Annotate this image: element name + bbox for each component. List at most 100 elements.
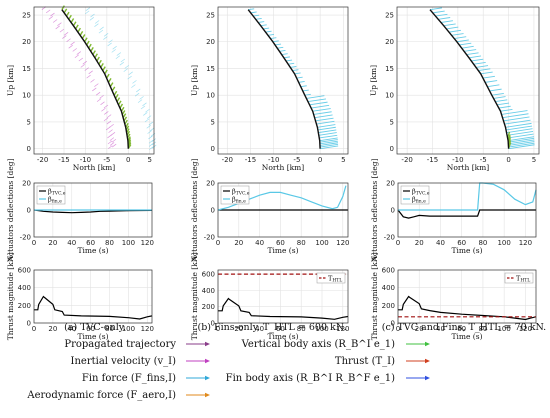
fin-force-vector [45,9,51,14]
fin-force-vector [108,129,113,133]
aero-force-vector [495,99,508,103]
aero-force-vector [285,59,293,62]
x-tick-label: 0 [32,325,36,333]
x-tick-label: 60 [276,239,285,247]
y-tick-label: 400 [202,287,215,295]
x-tick-label: 0 [506,156,510,164]
aero-force-vector [443,23,456,27]
aero-force-vector [137,99,143,103]
fin-force-vector [106,120,112,125]
aero-force-vector [508,141,535,146]
fin-force-vector [66,38,71,43]
x-tick-label: 80 [297,325,306,333]
x-tick-label: 40 [436,239,445,247]
aero-force-vector [446,26,459,30]
aero-force-vector [500,108,513,112]
aero-force-vector [489,88,502,92]
aero-force-vector [107,42,112,47]
aero-force-vector [142,102,147,107]
aero-force-vector [148,143,154,147]
x-tick-label: 40 [255,239,264,247]
aero-force-vector [147,130,152,134]
aero-force-vector [485,80,498,83]
aero-force-vector [148,121,154,126]
aero-force-vector [309,101,328,106]
legend-label-vertical-axis: Vertical body axis (R_B^I e_1) [241,339,395,350]
aero-force-vector [84,10,90,15]
vertical-axis-vector [77,27,81,33]
fin-force-vector [68,44,73,49]
legend-label: THTL [328,274,342,283]
y-tick-label: 15 [206,65,215,73]
aero-force-vector [263,27,270,30]
x-tick-label: 0 [216,325,220,333]
aero-force-vector [146,115,152,119]
bottom-legend: Propagated trajectory Inertial velocity … [26,339,395,401]
y-tick-label: -20 [204,234,215,242]
y-axis-label: Thrust magnitude [kN] [6,253,15,341]
aero-force-vector [124,65,129,69]
aero-force-vector [146,124,151,129]
y-tick-label: -20 [20,234,31,242]
x-axis-label: North [km] [447,163,489,172]
legend-label: βfin,e [48,195,62,204]
series--tvc-e [33,209,153,214]
x-tick-label: 5 [341,156,345,164]
y-tick-label: 5 [390,118,394,126]
x-tick-label: 120 [336,239,349,247]
chart-c-thrust: 0 20 40 60 80 100 120 0 200 400 600 Time (s) Thrust … [370,253,537,341]
x-tick-label: 40 [67,239,76,247]
y-tick-label: 20 [206,38,215,46]
aero-force-vector [85,7,91,11]
x-tick-label: 60 [86,325,95,333]
y-tick-label: 20 [206,180,215,188]
aero-force-vector [140,105,146,110]
aero-force-vector [496,102,510,106]
aero-force-vector [139,96,144,100]
x-tick-label: 100 [497,239,510,247]
vertical-axis-vector [61,5,65,11]
x-axis-label: Time (s) [267,246,298,255]
aero-force-vector [116,52,122,56]
y-axis-label: Actuators deflections [deg] [190,158,199,262]
aero-force-vector [475,65,489,68]
legend-label-fin-force: Fin force (F_fins,I) [82,373,176,384]
fin-force-vector [59,28,65,33]
x-tick-label: -5 [103,156,110,164]
aero-force-vector [464,49,477,52]
aero-force-vector [108,39,113,44]
aero-force-vector [507,136,535,142]
legend-label: βTVC,e [48,187,66,196]
aero-force-vector [90,13,95,18]
aero-force-vector [473,61,486,65]
y-tick-label: 0 [27,207,31,215]
x-tick-label: 100 [315,239,328,247]
aero-force-vector [317,126,336,131]
x-tick-label: 80 [478,239,487,247]
y-axis-label: Up [km] [190,65,199,96]
aero-force-vector [277,46,284,49]
fin-force-vector [63,32,69,36]
aero-force-vector [502,113,529,119]
fin-force-vector [111,143,117,148]
x-tick-label: 60 [276,325,285,333]
x-tick-label: 0 [216,239,220,247]
series-propagated-trajectory [247,9,321,149]
plot-frame [396,6,540,155]
aero-force-vector [260,24,267,27]
legend-box [504,272,534,284]
chart-b-traj: -20 -15 -10 -5 0 5 0 5 10 15 20 25 North [km] Up [km] [190,6,349,172]
x-tick-label: 20 [415,325,424,333]
chart-a-traj: -20 -15 -10 -5 0 5 0 5 10 15 20 25 North [km] Up [km] [6,5,157,172]
vertical-axis-vector [63,8,68,14]
aero-force-vector [128,71,133,76]
aero-force-vector [505,122,532,128]
fin-force-vector [76,51,82,55]
y-tick-label: 5 [211,118,215,126]
aero-force-vector [478,68,491,72]
y-tick-label: 600 [382,267,395,275]
x-tick-label: 60 [457,325,466,333]
aero-force-vector [317,124,336,128]
